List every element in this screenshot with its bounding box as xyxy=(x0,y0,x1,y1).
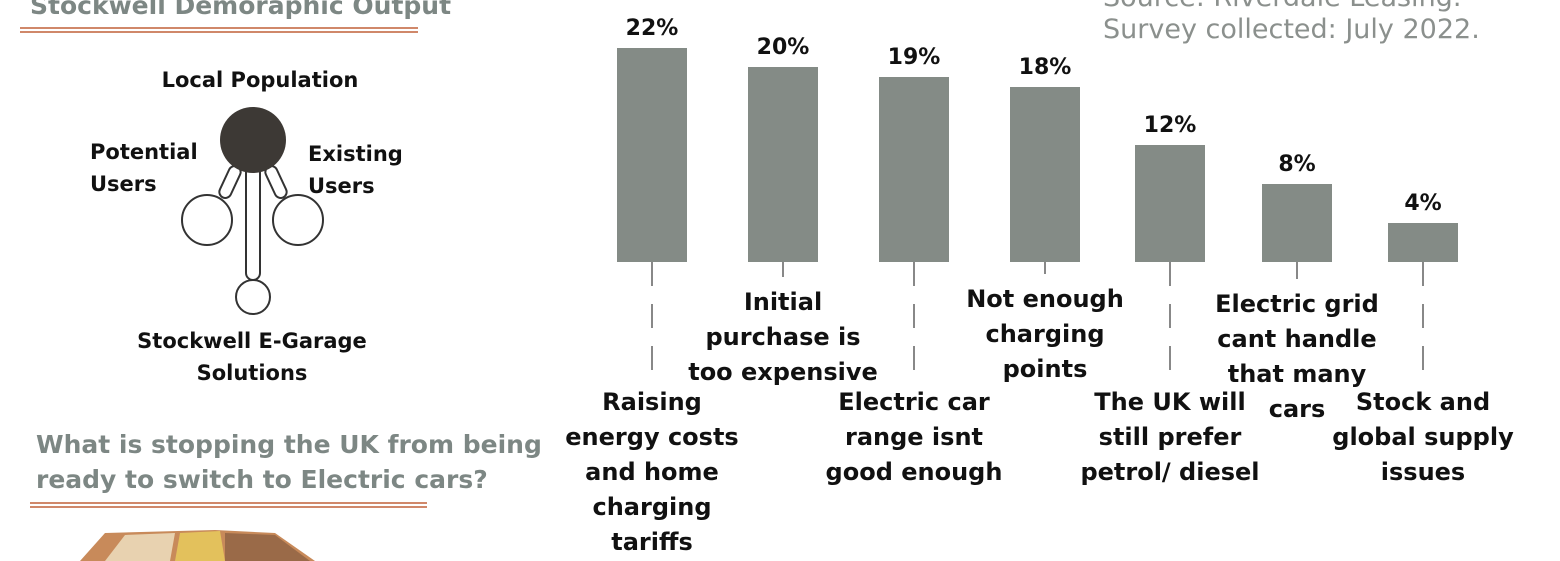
bar xyxy=(748,67,818,262)
category-label: Raising energy costs and home charging t… xyxy=(565,388,739,556)
node xyxy=(181,194,233,246)
bar xyxy=(1010,86,1080,262)
category-label: Initial purchase is too expensive xyxy=(688,288,878,386)
node xyxy=(220,107,286,173)
leader-line xyxy=(1422,304,1424,328)
underline xyxy=(20,31,418,33)
leader-line xyxy=(913,304,915,328)
leader-line xyxy=(1296,262,1298,279)
stem xyxy=(245,164,261,281)
value-label: 19% xyxy=(887,44,941,70)
diagram-label: Stockwell E-Garage Solutions xyxy=(137,329,367,385)
leader-line xyxy=(913,346,915,370)
leader-line xyxy=(651,262,653,286)
leader-line xyxy=(1044,262,1046,274)
diagram-label: Potential Users xyxy=(90,140,198,196)
category-label: Not enough charging points xyxy=(966,285,1124,383)
leader-line xyxy=(651,346,653,370)
diagram xyxy=(181,107,324,315)
value-label: 12% xyxy=(1143,113,1197,138)
underline xyxy=(20,27,418,29)
leader-line xyxy=(1169,304,1171,328)
category-label: The UK will still prefer petrol/ diesel xyxy=(1080,388,1260,486)
value-label: 4% xyxy=(1404,191,1442,216)
node xyxy=(272,194,324,246)
value-label: 22% xyxy=(625,15,679,41)
bar xyxy=(1135,145,1205,262)
leader-line xyxy=(1169,346,1171,370)
survey-date: Survey collected: July 2022. xyxy=(1103,14,1480,45)
value-label: 20% xyxy=(756,35,810,60)
value-label: 8% xyxy=(1278,152,1316,177)
leader-line xyxy=(1422,346,1424,370)
leader-line xyxy=(782,262,784,277)
leader-line xyxy=(1169,262,1171,286)
diagram-label: Local Population xyxy=(161,68,359,92)
bar xyxy=(879,76,949,262)
bar xyxy=(617,47,687,262)
value-label: 18% xyxy=(1018,54,1072,80)
leader-line xyxy=(651,304,653,328)
underline xyxy=(30,502,427,504)
leader-line xyxy=(1422,262,1424,286)
node xyxy=(235,279,271,315)
output-title: Stockwell Demoraphic Output xyxy=(30,0,452,20)
category-label: Electric grid cant handle that many cars xyxy=(1215,290,1379,423)
category-label: Stock and global supply issues xyxy=(1332,388,1514,486)
underline xyxy=(30,506,427,508)
decorative-image xyxy=(80,530,315,561)
leader-line xyxy=(913,262,915,286)
question: What is stopping the UK from being ready… xyxy=(36,430,542,494)
bar xyxy=(1388,223,1458,262)
category-label: Electric car range isnt good enough xyxy=(825,388,1003,486)
bar xyxy=(1262,184,1332,262)
source: Source: Riverdale Leasing. xyxy=(1103,0,1461,13)
diagram-label: Existing Users xyxy=(308,142,403,198)
